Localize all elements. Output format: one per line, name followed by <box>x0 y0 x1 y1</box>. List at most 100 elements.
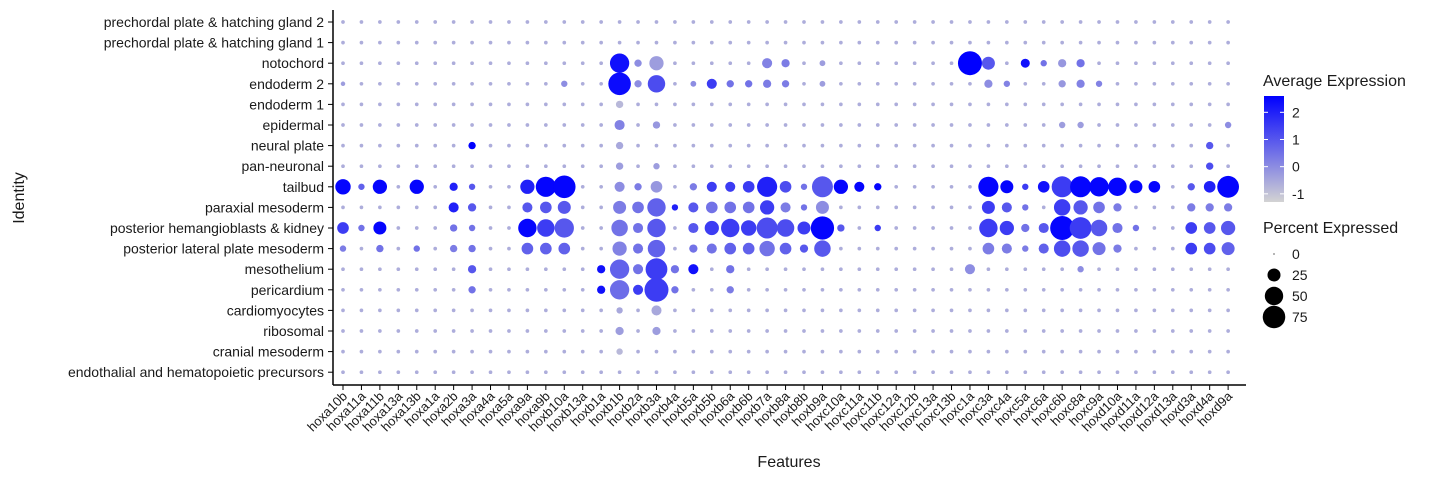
dot <box>746 164 751 169</box>
dot <box>1226 308 1230 313</box>
size-legend-dot <box>1267 268 1281 282</box>
dot <box>709 20 714 24</box>
dot <box>507 184 511 189</box>
dot <box>968 226 972 230</box>
dot <box>341 205 345 210</box>
dot <box>1060 40 1065 45</box>
dot <box>726 80 734 88</box>
dot <box>875 329 880 333</box>
dot <box>433 61 438 66</box>
dot <box>802 20 806 24</box>
dot <box>396 226 401 230</box>
dot <box>1005 267 1009 272</box>
color-legend-label: 0 <box>1292 159 1300 175</box>
dot <box>1170 370 1175 375</box>
dot <box>949 81 954 86</box>
dot <box>757 176 778 197</box>
dot <box>1134 246 1138 251</box>
size-legend-label: 0 <box>1292 246 1300 262</box>
dot <box>837 224 845 232</box>
dot <box>1170 329 1175 333</box>
dot <box>1170 349 1175 354</box>
dot <box>746 370 751 375</box>
dot <box>468 244 476 253</box>
dot <box>857 246 862 251</box>
dot <box>1097 164 1101 169</box>
dot <box>1021 223 1030 233</box>
dot <box>742 201 755 214</box>
dot <box>1189 308 1194 313</box>
y-tick-label: neural plate <box>251 138 324 154</box>
dot <box>762 58 773 69</box>
dot <box>470 123 474 127</box>
dot <box>1023 40 1028 45</box>
dot <box>724 242 737 255</box>
dot <box>1097 267 1101 272</box>
dot <box>1041 123 1046 127</box>
dot <box>894 246 899 251</box>
dot <box>1203 180 1216 193</box>
dot <box>562 40 567 45</box>
dot <box>1226 287 1230 292</box>
dot <box>580 349 585 354</box>
dot <box>1152 143 1157 148</box>
dot <box>894 61 899 66</box>
y-tick-label: prechordal plate & hatching gland 2 <box>104 14 324 30</box>
dot <box>1050 216 1075 240</box>
dot <box>724 201 737 214</box>
dot <box>1097 329 1101 333</box>
dot <box>470 102 474 107</box>
dot <box>1023 81 1028 86</box>
dot <box>1005 164 1009 169</box>
dot <box>802 143 806 148</box>
dot <box>1001 243 1012 254</box>
dot <box>1078 287 1083 292</box>
dot <box>984 79 993 88</box>
dot <box>820 123 825 127</box>
dot <box>599 246 603 251</box>
dot <box>797 221 811 235</box>
dot <box>341 308 345 313</box>
dot <box>544 370 548 375</box>
dot <box>468 183 476 190</box>
dot <box>339 245 347 252</box>
dot <box>636 308 640 313</box>
dot <box>544 267 548 272</box>
dot <box>1041 308 1046 313</box>
dot <box>759 200 775 215</box>
dot <box>1053 199 1071 216</box>
dot <box>875 123 880 127</box>
dot <box>507 329 511 333</box>
dot <box>1170 267 1175 272</box>
dot <box>1205 203 1214 212</box>
dot <box>451 102 456 107</box>
dot <box>1078 329 1083 333</box>
dot <box>746 20 751 24</box>
dot <box>522 202 533 213</box>
dot <box>359 370 364 375</box>
dot <box>1207 40 1212 45</box>
y-tick-label: prechordal plate & hatching gland 1 <box>104 35 324 51</box>
dot <box>1060 102 1065 107</box>
dot <box>562 370 567 375</box>
dot <box>820 164 825 169</box>
dot <box>1226 61 1230 66</box>
dot <box>931 123 935 127</box>
y-axis-title: Identity <box>11 172 28 224</box>
dot <box>874 183 882 191</box>
dot <box>691 143 696 148</box>
dot <box>894 205 899 210</box>
dot <box>525 308 530 313</box>
dot <box>875 61 880 66</box>
dot <box>1115 20 1120 24</box>
dot <box>632 201 644 214</box>
dot <box>802 102 806 107</box>
dot <box>704 220 719 236</box>
dot <box>580 184 585 189</box>
dot <box>544 287 548 292</box>
dot <box>609 53 630 73</box>
dot <box>1078 164 1083 169</box>
dot <box>378 102 382 107</box>
dot <box>726 265 735 274</box>
dot <box>839 20 843 24</box>
